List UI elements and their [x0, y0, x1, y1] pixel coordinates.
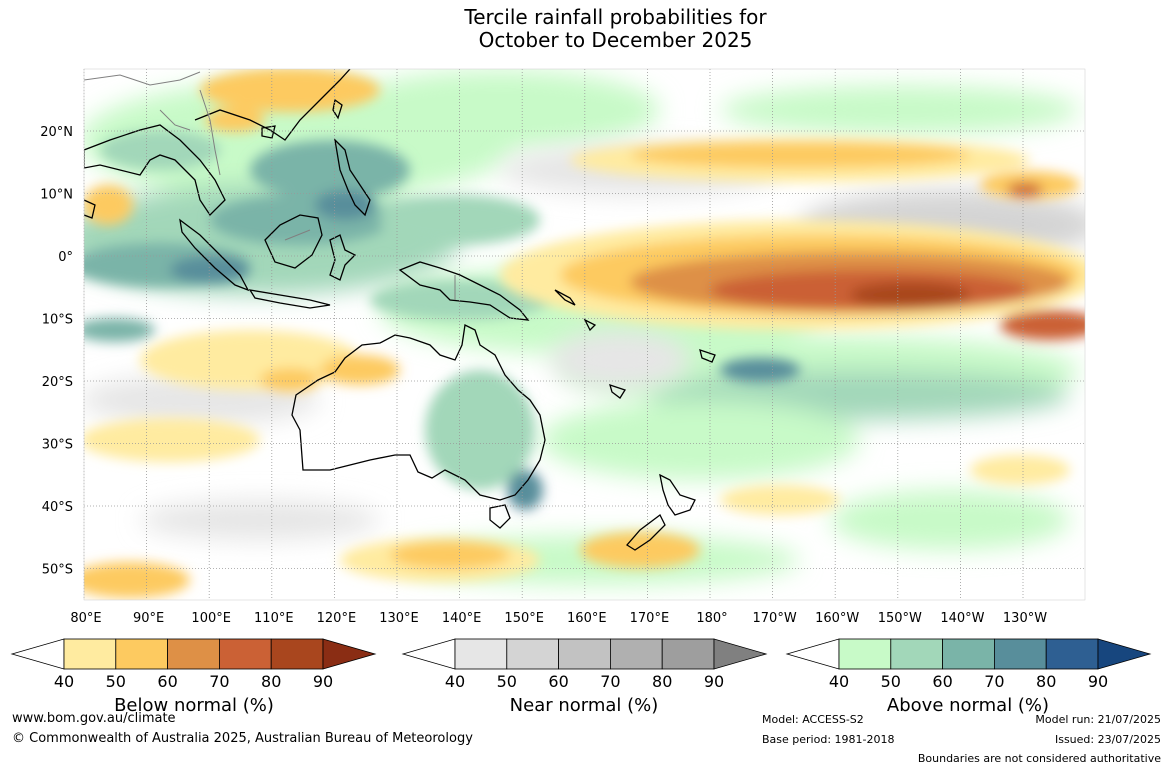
lat-tick-label: 20°N	[40, 125, 73, 140]
lon-tick-label: 130°E	[379, 611, 419, 626]
colorbar-min-arrow	[10, 638, 65, 670]
probability-fields	[84, 69, 1085, 600]
colorbar-segment	[115, 638, 169, 670]
colorbar-segment	[506, 638, 559, 670]
colorbar-tick-label: 40	[54, 672, 74, 691]
colorbar-segment	[558, 638, 611, 670]
lat-tick-label: 0°	[58, 250, 73, 265]
lon-tick-label: 170°E	[630, 611, 670, 626]
lon-tick-label: 130°W	[1003, 611, 1047, 626]
colorbar-tick-label: 60	[548, 672, 568, 691]
lon-tick-label: 80°E	[70, 611, 101, 626]
colorbar-segment	[994, 638, 1047, 670]
colorbar-segment	[661, 638, 715, 670]
colorbar-segment	[942, 638, 995, 670]
colorbar-max-arrow	[1097, 638, 1152, 670]
colorbar-segment	[63, 638, 117, 670]
colorbar-2: 40 50 60 70 80 90	[785, 638, 1152, 691]
lon-tick-label: 150°W	[878, 611, 922, 626]
lon-tick-label: 180°	[696, 611, 727, 626]
colorbar-tick-label: 90	[1088, 672, 1108, 691]
colorbar-segment	[218, 638, 272, 670]
colorbar-tick-label: 70	[209, 672, 229, 691]
lon-tick-label: 140°W	[940, 611, 984, 626]
colorbar-max-arrow	[713, 638, 768, 670]
colorbar-tick-label: 60	[157, 672, 177, 691]
colorbar-segment	[838, 638, 892, 670]
colorbar-1: 40 50 60 70 80 90	[401, 638, 768, 691]
coastlines	[84, 69, 716, 551]
bom-url[interactable]: www.bom.gov.au/climate	[12, 711, 176, 726]
colorbar-tick-label: 80	[1036, 672, 1056, 691]
rainfall-probability-map: 20°N 10°N 0° 10°S 20°S 30°S 40°S 50°S 80°E 90°E 1…	[10, 68, 1152, 691]
colorbar-tick-label: 40	[445, 672, 465, 691]
lon-tick-label: 170°W	[753, 611, 797, 626]
colorbars: 40 50 60 70 80 90 40 50 60 70 80 90 40 50 60 70 80 90	[10, 638, 1152, 691]
lat-lon-grid	[83, 68, 1086, 601]
below-normal-colorbar-label: Below normal (%)	[114, 695, 274, 716]
map-title-line2: October to December 2025	[478, 28, 753, 52]
issued-date: Issued: 23/07/2025	[1054, 733, 1161, 746]
lat-tick-label: 20°S	[42, 375, 73, 390]
model-name: Model: ACCESS-S2	[762, 713, 864, 726]
lat-tick-label: 50°S	[42, 563, 73, 578]
country-boundaries	[84, 71, 456, 300]
colorbar-tick-label: 90	[704, 672, 724, 691]
lon-tick-label: 120°E	[317, 611, 357, 626]
lat-tick-label: 30°S	[42, 438, 73, 453]
lon-tick-label: 150°E	[504, 611, 544, 626]
lon-tick-label: 90°E	[133, 611, 164, 626]
colorbar-tick-label: 70	[600, 672, 620, 691]
colorbar-tick-label: 50	[106, 672, 126, 691]
lon-tick-label: 140°E	[442, 611, 482, 626]
colorbar-tick-label: 50	[497, 672, 517, 691]
map-frame	[83, 68, 1086, 601]
colorbar-segment	[167, 638, 220, 670]
map-title-line1: Tercile rainfall probabilities for	[464, 5, 767, 29]
colorbar-tick-label: 40	[829, 672, 849, 691]
colorbar-tick-label: 60	[932, 672, 952, 691]
latitude-labels: 20°N 10°N 0° 10°S 20°S 30°S 40°S 50°S	[40, 125, 73, 578]
above-normal-colorbar-label: Above normal (%)	[886, 695, 1050, 716]
longitude-labels: 80°E 90°E 100°E 110°E 120°E 130°E 140°E 150°E 16…	[70, 611, 1047, 626]
colorbar-segment	[270, 638, 324, 670]
lon-tick-label: 160°W	[815, 611, 859, 626]
lat-tick-label: 10°S	[42, 313, 73, 328]
colorbar-min-arrow	[401, 638, 456, 670]
lon-tick-label: 160°E	[567, 611, 607, 626]
model-run-date: Model run: 21/07/2025	[1035, 713, 1161, 726]
lat-tick-label: 40°S	[42, 500, 73, 515]
colorbar-max-arrow	[322, 638, 377, 670]
base-period: Base period: 1981-2018	[762, 733, 895, 746]
colorbar-tick-label: 90	[313, 672, 333, 691]
colorbar-0: 40 50 60 70 80 90	[10, 638, 377, 691]
colorbar-min-arrow	[785, 638, 840, 670]
boundary-disclaimer: Boundaries are not considered authoritat…	[917, 752, 1161, 765]
colorbar-segment	[610, 638, 663, 670]
near-normal-colorbar-label: Near normal (%)	[509, 695, 659, 716]
colorbar-tick-label: 80	[652, 672, 672, 691]
lon-tick-label: 100°E	[191, 611, 231, 626]
colorbar-segment	[1045, 638, 1099, 670]
colorbar-tick-label: 80	[261, 672, 281, 691]
lon-tick-label: 110°E	[254, 611, 294, 626]
colorbar-segment	[890, 638, 943, 670]
colorbar-segment	[454, 638, 508, 670]
colorbar-tick-label: 70	[984, 672, 1004, 691]
lat-tick-label: 10°N	[40, 188, 73, 203]
copyright: © Commonwealth of Australia 2025, Austra…	[12, 731, 473, 746]
colorbar-tick-label: 50	[881, 672, 901, 691]
